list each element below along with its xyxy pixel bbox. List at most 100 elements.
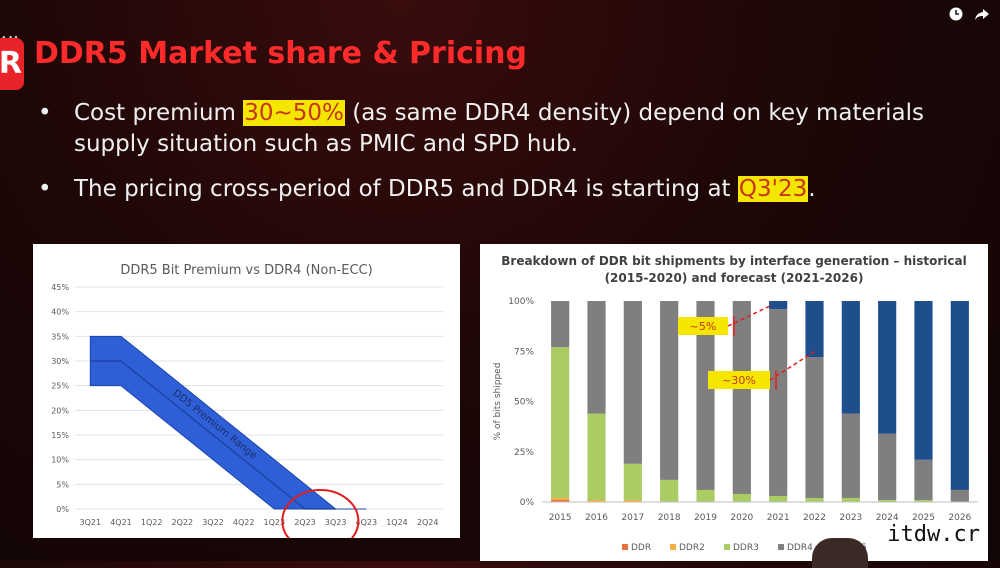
x-tick-label: 2020 — [730, 513, 753, 523]
x-tick-label: 2025 — [912, 513, 935, 523]
x-tick-label: 2016 — [585, 513, 608, 523]
bar-segment-ddr4 — [950, 489, 969, 502]
x-tick-label: 2023 — [839, 513, 862, 523]
bar-segment-ddr2 — [623, 499, 642, 502]
bar-segment-ddr3 — [587, 413, 606, 500]
bar-segment-ddr5 — [769, 301, 788, 310]
bar-segment-ddr4 — [769, 309, 788, 496]
bar-segment-ddr5 — [841, 301, 860, 414]
bar-segment-ddr5 — [878, 301, 897, 434]
share-icon[interactable] — [974, 6, 990, 22]
bullet-list: • Cost premium 30~50% (as same DDR4 dens… — [38, 98, 978, 219]
watermark: itdw.cr — [883, 522, 984, 547]
x-tick-label: 4Q23 — [356, 518, 378, 527]
bar-segment-ddr4 — [587, 301, 606, 414]
y-tick-label: 45% — [51, 283, 69, 292]
x-tick-label: 2022 — [803, 513, 826, 523]
shipments-chart: Breakdown of DDR bit shipments by interf… — [493, 254, 978, 553]
y-tick-label: 10% — [51, 456, 69, 465]
bar-segment-ddr4 — [551, 301, 570, 348]
highlight: 30~50% — [243, 100, 345, 126]
x-tick-label: 4Q22 — [233, 518, 255, 527]
premium-chart-panel: DDR5 Bit Premium vs DDR4 (Non-ECC) 0% 5% 10… — [33, 244, 460, 553]
legend-swatch — [724, 544, 730, 550]
bar-segment-ddr3 — [805, 497, 824, 502]
bar-segment-ddr3 — [769, 495, 788, 502]
bar-segment-ddr4 — [805, 357, 824, 498]
bullet-item: • Cost premium 30~50% (as same DDR4 dens… — [38, 98, 978, 160]
bar-segment-ddr3 — [914, 499, 933, 502]
bullet-dot: • — [38, 176, 52, 202]
bar-segment-ddr2 — [551, 497, 570, 500]
x-tick-label: 2019 — [694, 513, 717, 523]
y-tick-label: 25% — [514, 448, 534, 458]
annotation-label: ~5% — [690, 320, 717, 333]
annotation-box — [708, 371, 770, 389]
bar-segment-ddr4 — [914, 459, 933, 500]
bullet-text: Cost premium 30~50% (as same DDR4 densit… — [74, 100, 924, 157]
bar-segment-ddr4 — [878, 433, 897, 500]
y-tick-label: 0% — [56, 505, 69, 514]
y-tick-label: 30% — [51, 357, 69, 366]
bar-segment-ddr — [551, 499, 570, 502]
bar-segment-ddr3 — [660, 479, 679, 502]
x-tick-label: 1Q22 — [141, 518, 163, 527]
bar-segment-ddr4 — [623, 301, 642, 464]
x-tick-label: 2Q24 — [417, 518, 439, 527]
bar-segment-ddr5 — [914, 301, 933, 460]
x-tick-label: 2Q23 — [294, 518, 316, 527]
legend-swatch — [622, 544, 628, 550]
bar-segment-ddr5 — [950, 301, 969, 490]
annotation-label: ~30% — [722, 374, 756, 387]
bar-segment-ddr4 — [696, 301, 715, 490]
x-tick-label: 4Q21 — [110, 518, 132, 527]
annotation-arrow — [727, 305, 771, 327]
bar-segment-ddr3 — [732, 493, 751, 502]
legend-swatch — [778, 544, 784, 550]
y-tick-label: 75% — [514, 347, 534, 357]
clock-icon[interactable] — [948, 6, 964, 22]
legend-label: DDR3 — [733, 543, 759, 553]
x-tick-label: 3Q21 — [80, 518, 102, 527]
x-tick-label: 2021 — [767, 513, 790, 523]
shipments-chart-panel: Breakdown of DDR bit shipments by interf… — [480, 244, 988, 561]
premium-band — [89, 335, 367, 510]
annotation-box — [678, 317, 728, 335]
y-tick-label: 0% — [520, 498, 535, 508]
y-axis-label: % of bits shipped — [493, 363, 503, 441]
bullet-dot: • — [38, 100, 52, 126]
x-tick-label: 1Q24 — [386, 518, 408, 527]
bullet-item: • The pricing cross-period of DDR5 and D… — [38, 174, 978, 205]
x-tick-label: 2026 — [948, 513, 971, 523]
x-tick-label: 2015 — [549, 513, 572, 523]
center-line — [90, 360, 336, 510]
bar-segment-ddr4 — [660, 301, 679, 480]
x-tick-label: 3Q23 — [325, 518, 347, 527]
y-tick-label: 50% — [514, 398, 534, 408]
y-tick-label: 35% — [51, 332, 69, 341]
y-tick-label: 5% — [56, 480, 69, 489]
legend-label: DDR4 — [787, 543, 813, 553]
x-tick-label: 2024 — [876, 513, 899, 523]
y-tick-label: 15% — [51, 431, 69, 440]
chart-title: DDR5 Bit Premium vs DDR4 (Non-ECC) — [120, 263, 372, 278]
x-tick-label: 2Q22 — [172, 518, 194, 527]
chart-title: Breakdown of DDR bit shipments by interf… — [501, 254, 967, 285]
bar-segment-ddr3 — [841, 497, 860, 502]
y-tick-label: 25% — [51, 382, 69, 391]
presenter-video — [812, 538, 868, 568]
y-tick-label: 20% — [51, 406, 69, 415]
x-tick-label: 1Q23 — [264, 518, 286, 527]
bar-segment-ddr3 — [551, 347, 570, 498]
bar-segment-ddr4 — [841, 413, 860, 498]
premium-chart: DDR5 Bit Premium vs DDR4 (Non-ECC) 0% 5% 10… — [51, 263, 443, 553]
x-tick-label: 3Q22 — [202, 518, 224, 527]
bullet-text: The pricing cross-period of DDR5 and DDR… — [74, 176, 816, 202]
brand-logo: R — [0, 38, 24, 90]
top-toolbar — [948, 6, 990, 22]
bar-segment-ddr5 — [805, 301, 824, 358]
bar-segment-ddr2 — [587, 499, 606, 502]
legend-label: DDR — [631, 543, 651, 553]
bar-segment-ddr3 — [696, 489, 715, 502]
bar-segment-ddr3 — [623, 463, 642, 500]
